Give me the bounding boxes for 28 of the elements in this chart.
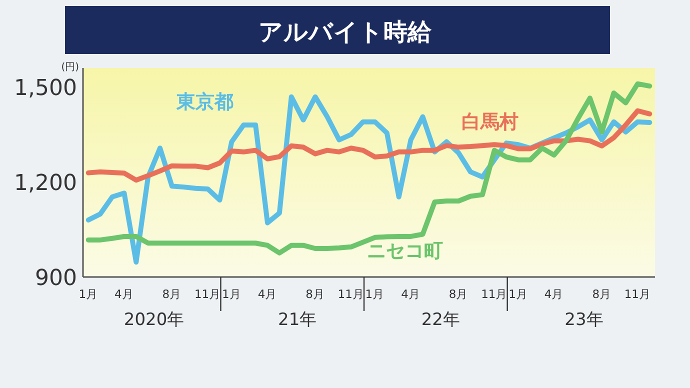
- x-tick-label: 4月: [114, 287, 134, 301]
- x-tick-label: 4月: [544, 287, 564, 301]
- x-tick-label: 11月: [481, 287, 508, 301]
- x-tick-label: 8月: [162, 287, 182, 301]
- text: 23年: [564, 310, 604, 330]
- series-label: 白馬村: [462, 111, 518, 133]
- x-tick-label: 11月: [338, 287, 364, 301]
- x-tick-label: 8月: [592, 287, 612, 301]
- x-tick-label: 1月: [78, 287, 98, 301]
- x-tick-label: 8月: [448, 287, 468, 301]
- series-label: ニセコ町: [367, 240, 443, 262]
- text: 21年: [278, 310, 317, 330]
- text: 2020年: [124, 310, 184, 330]
- y-tick-label: 900: [35, 266, 77, 291]
- chart-title: アルバイト時給: [258, 18, 432, 46]
- x-tick-label: 11月: [624, 287, 652, 301]
- x-tick-label: 1月: [365, 287, 385, 301]
- y-tick-label: 1,500: [14, 76, 77, 101]
- text: 22年: [421, 310, 460, 330]
- x-tick-label: 8月: [306, 287, 325, 301]
- y-tick-label: 1,200: [14, 171, 77, 196]
- series-label: 東京都: [176, 91, 234, 113]
- y-axis-title: (円): [61, 62, 80, 73]
- x-tick-label: 4月: [401, 287, 420, 301]
- x-tick-label: 1月: [508, 287, 528, 301]
- x-tick-label: 11月: [194, 287, 222, 301]
- x-tick-label: 4月: [258, 287, 278, 301]
- x-tick-label: 1月: [222, 287, 242, 301]
